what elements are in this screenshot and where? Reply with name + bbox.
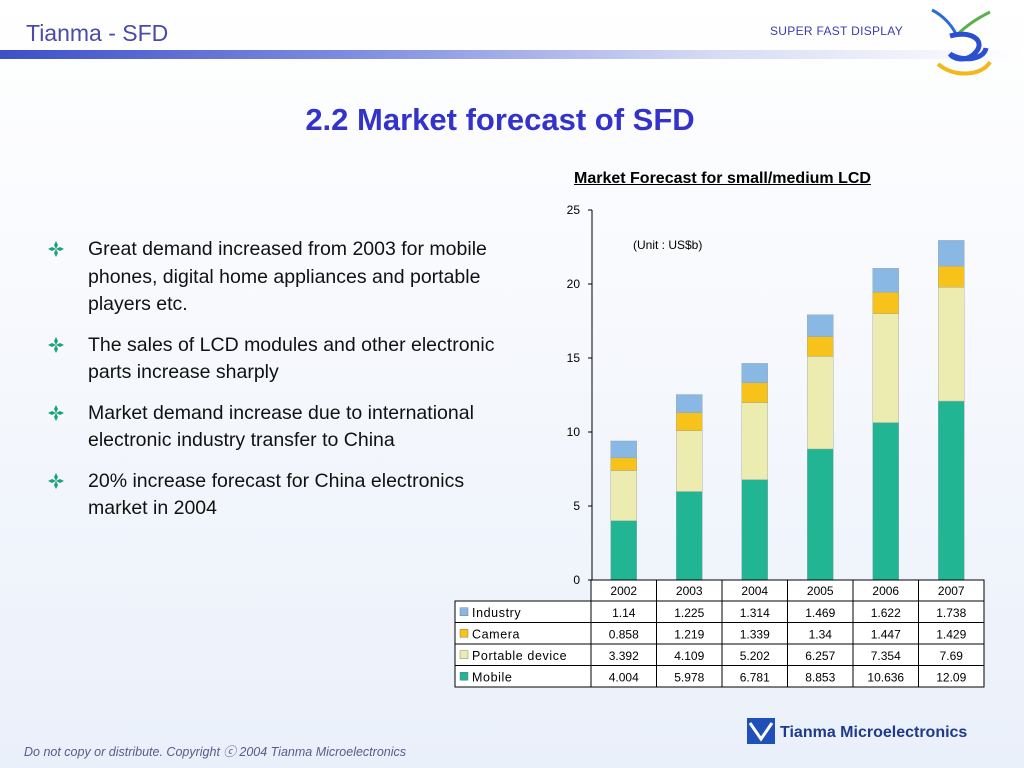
unit-note: (Unit : US$b) <box>633 238 702 252</box>
bullet-item: Market demand increase due to internatio… <box>48 400 500 455</box>
bar-segment <box>807 314 834 337</box>
table-value: 1.34 <box>809 628 833 642</box>
table-value: 6.257 <box>805 649 835 663</box>
chart-title: Market Forecast for small/medium LCD <box>574 170 871 187</box>
legend-label: Portable device <box>472 649 567 663</box>
diamond-bullet-icon <box>48 336 64 353</box>
table-value: 1.429 <box>936 628 966 642</box>
bar-segment <box>610 520 637 581</box>
bullet-list: Great demand increased from 2003 for mob… <box>48 236 500 536</box>
bar-segment <box>938 265 965 288</box>
x-category-label: 2004 <box>741 584 768 598</box>
bullet-item: The sales of LCD modules and other elect… <box>48 332 500 387</box>
bullet-text: Great demand increased from 2003 for mob… <box>88 238 487 315</box>
bullet-item: 20% increase forecast for China electron… <box>48 468 500 523</box>
table-value: 1.738 <box>936 606 966 620</box>
table-value: 0.858 <box>609 628 639 642</box>
bar-segment <box>676 430 703 492</box>
table-value: 3.392 <box>609 649 639 663</box>
table-value: 5.978 <box>674 671 704 685</box>
bullet-item: Great demand increased from 2003 for mob… <box>48 236 500 319</box>
bar-segment <box>938 240 965 267</box>
x-category-label: 2007 <box>938 584 965 598</box>
legend-label: Camera <box>472 628 520 642</box>
y-tick-label: 20 <box>567 277 581 291</box>
legend-label: Industry <box>472 606 521 620</box>
footer-copyright: Do not copy or distribute. Copyright ⓒ 2… <box>24 745 407 759</box>
bullet-text: Market demand increase due to internatio… <box>88 401 474 452</box>
table-value: 12.09 <box>936 671 966 685</box>
x-category-label: 2005 <box>807 584 834 598</box>
table-value: 6.781 <box>740 671 770 685</box>
bullet-text: 20% increase forecast for China electron… <box>88 469 465 520</box>
bullet-text: The sales of LCD modules and other elect… <box>88 333 495 384</box>
x-category-label: 2003 <box>676 584 703 598</box>
bar-segment <box>676 491 703 581</box>
bar-segment <box>807 448 834 581</box>
legend-label: Mobile <box>472 671 512 685</box>
table-value: 4.004 <box>609 671 639 685</box>
y-tick-label: 25 <box>567 203 581 217</box>
table-value: 7.69 <box>940 649 964 663</box>
bar-segment <box>741 363 768 384</box>
y-tick-label: 15 <box>567 351 581 365</box>
diamond-bullet-icon <box>48 241 64 257</box>
table-value: 1.339 <box>740 628 770 642</box>
table-value: 8.853 <box>805 671 835 685</box>
header-bar <box>0 50 1024 59</box>
table-value: 1.219 <box>674 628 704 642</box>
table-value: 10.636 <box>867 671 904 685</box>
tianma-logo-icon <box>747 718 775 744</box>
table-value: 1.314 <box>740 606 770 620</box>
x-category-label: 2006 <box>872 584 899 598</box>
bar-segment <box>872 422 899 581</box>
bar-segment <box>938 400 965 581</box>
bar-segment <box>610 440 637 459</box>
table-value: 5.202 <box>740 649 770 663</box>
legend-swatch <box>459 672 469 681</box>
y-tick-label: 10 <box>567 425 581 439</box>
table-value: 1.622 <box>871 606 901 620</box>
y-tick-label: 0 <box>573 573 580 587</box>
bar-segment <box>807 356 834 450</box>
bar-segment <box>676 412 703 431</box>
y-tick-label: 5 <box>573 499 580 513</box>
diamond-bullet-icon <box>48 472 64 489</box>
table-value: 7.354 <box>871 649 901 663</box>
bar-segment <box>676 394 703 413</box>
table-value: 1.469 <box>805 606 835 620</box>
bar-segment <box>938 287 965 402</box>
legend-swatch <box>459 650 469 659</box>
header-title: Tianma - SFD <box>26 20 169 46</box>
bar-segment <box>872 292 899 314</box>
swirl-logo-icon <box>931 8 992 76</box>
bar-segment <box>872 313 899 423</box>
bar-segment <box>610 470 637 521</box>
table-value: 4.109 <box>674 649 704 663</box>
page-title: 2.2 Market forecast of SFD <box>305 102 695 137</box>
bar-segment <box>807 336 834 357</box>
x-category-label: 2002 <box>610 584 637 598</box>
bar-segment <box>741 479 768 581</box>
bar-segment <box>741 402 768 480</box>
table-value: 1.225 <box>674 606 704 620</box>
header-tagline: SUPER FAST DISPLAY <box>770 24 903 38</box>
diamond-bullet-icon <box>48 404 64 421</box>
bar-segment <box>872 268 899 293</box>
legend-swatch <box>459 607 469 616</box>
footer-company: Tianma Microelectronics <box>780 724 968 741</box>
bar-segment <box>610 457 637 471</box>
legend-swatch <box>459 629 469 638</box>
bar-segment <box>741 382 768 403</box>
table-value: 1.447 <box>871 628 901 642</box>
table-value: 1.14 <box>612 606 636 620</box>
